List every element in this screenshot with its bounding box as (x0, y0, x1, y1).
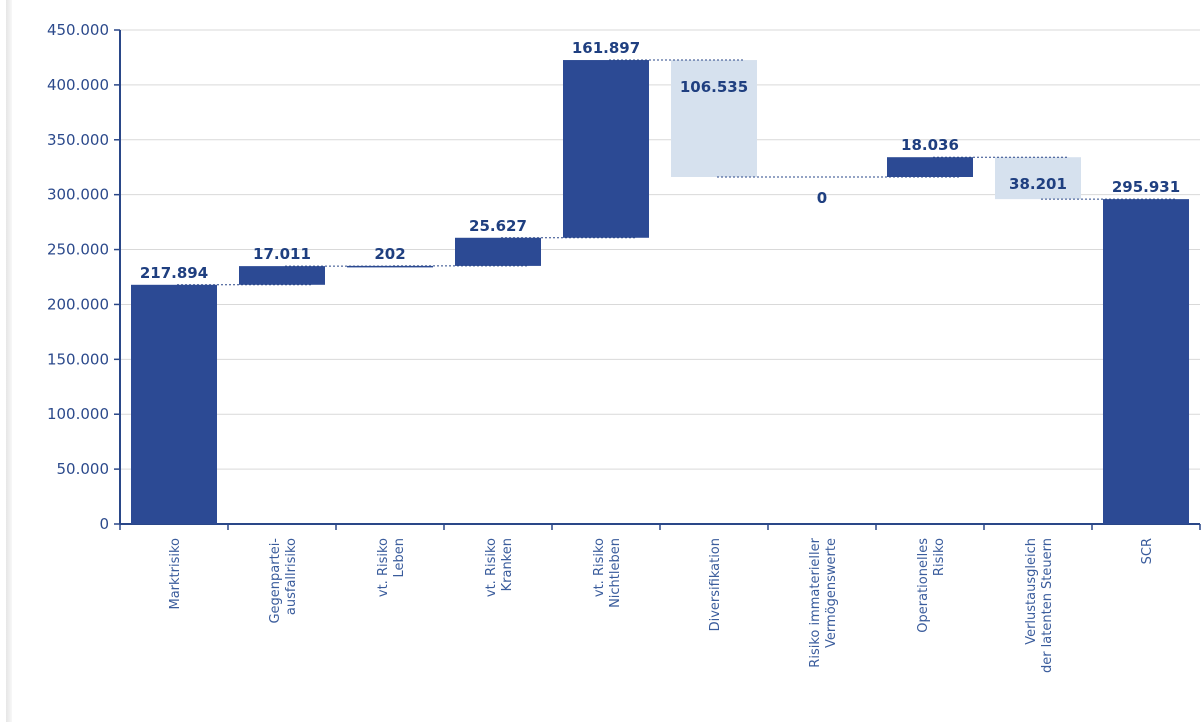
bar (1103, 199, 1189, 524)
data-label: 25.627 (469, 217, 527, 235)
y-tick-label: 200.000 (47, 295, 109, 313)
x-category-label-line: Risiko immaterieller (808, 537, 823, 667)
y-tick-label: 50.000 (57, 460, 110, 478)
x-category-label-line: vt. Risiko (592, 538, 607, 597)
x-category-label: vt. Risiko Kranken (484, 538, 515, 597)
x-category-label: Operationelles Risiko (916, 538, 947, 633)
data-label: 106.535 (680, 78, 748, 96)
bar (563, 60, 649, 238)
bar (671, 60, 757, 177)
y-tick-label: 100.000 (47, 405, 109, 423)
bar (347, 265, 433, 268)
x-category-label-line: Diversifikation (708, 538, 723, 631)
y-tick-label: 0 (99, 515, 109, 533)
x-category-label: SCR (1140, 538, 1155, 564)
x-category-label-line: vt. Risiko (376, 538, 391, 597)
data-label: 295.931 (1112, 178, 1180, 196)
x-category-label: vt. Risiko Nichtleben (592, 538, 623, 608)
x-category-label-line: SCR (1140, 538, 1155, 564)
x-category-label: Verlustausgleich der latenten Steuern (1024, 538, 1055, 673)
x-category-label-line: Risiko (932, 538, 947, 576)
x-category-label-line: Gegenpartei- (268, 538, 283, 624)
x-category-label-line: vt. Risiko (484, 538, 499, 597)
y-tick-label: 450.000 (47, 21, 109, 39)
x-category-label-line: der latenten Steuern (1040, 538, 1055, 673)
x-category-label: Risiko immaterieller Vermögenswerte (808, 537, 839, 667)
y-tick-label: 300.000 (47, 186, 109, 204)
data-label: 217.894 (140, 264, 208, 282)
bar (887, 157, 973, 177)
x-category-label: vt. Risiko Leben (376, 538, 407, 597)
data-label: 0 (817, 189, 827, 207)
y-tick-label: 150.000 (47, 350, 109, 368)
data-label: 18.036 (901, 136, 959, 154)
x-category-label: Marktrisiko (168, 538, 183, 610)
left-edge-shadow (6, 0, 12, 722)
x-category-label: Gegenpartei-ausfallrisiko (268, 538, 299, 624)
data-label: 161.897 (572, 39, 640, 57)
x-category-label-line: Leben (392, 538, 407, 578)
data-label: 17.011 (253, 245, 311, 263)
y-tick-label: 350.000 (47, 131, 109, 149)
x-category-label-line: Nichtleben (608, 538, 623, 608)
x-category-label-line: Vermögenswerte (824, 538, 839, 648)
x-category-label-line: Verlustausgleich (1024, 538, 1039, 645)
y-tick-label: 250.000 (47, 241, 109, 259)
bar (131, 284, 217, 524)
x-category-label: Diversifikation (708, 538, 723, 631)
x-category-label-line: Kranken (500, 538, 515, 591)
x-category-label-line: Operationelles (916, 538, 931, 633)
y-tick-label: 400.000 (47, 76, 109, 94)
bar (239, 266, 325, 285)
data-label: 202 (374, 245, 405, 263)
bar (995, 157, 1081, 200)
bar (455, 237, 541, 266)
data-label: 38.201 (1009, 175, 1067, 193)
x-category-label-line: ausfallrisiko (284, 538, 299, 615)
x-category-label-line: Marktrisiko (168, 538, 183, 610)
